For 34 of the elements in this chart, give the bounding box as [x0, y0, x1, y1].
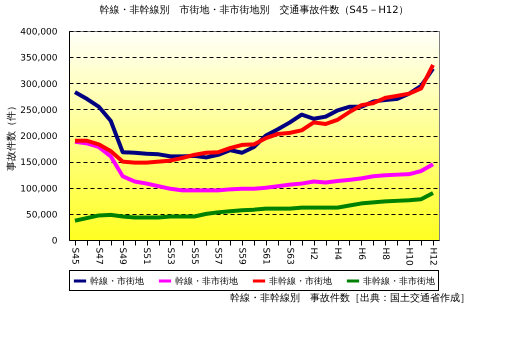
x-tick-label: S61: [260, 248, 270, 265]
x-tick-label: H6: [356, 248, 366, 260]
x-tick-label: S63: [284, 248, 294, 265]
y-tick-label: 400,000: [20, 28, 58, 38]
y-tick-label: 350,000: [20, 54, 58, 64]
line-series: [72, 190, 436, 223]
y-tick-label: 100,000: [20, 184, 58, 194]
x-tick-label: H2: [308, 248, 318, 260]
x-tick-label: S51: [141, 248, 152, 265]
x-tick-label: H8: [380, 248, 390, 260]
y-tick-label: 250,000: [20, 106, 58, 116]
legend-label: 幹線・非市街地: [175, 276, 238, 287]
x-tick-label: S55: [188, 248, 199, 265]
y-axis-title: 事故件数（件）: [5, 101, 18, 171]
x-tick-label: S47: [93, 248, 104, 265]
x-tick-label: S53: [164, 248, 175, 265]
x-tick-label: H4: [332, 248, 342, 260]
y-tick-label: 150,000: [20, 158, 58, 168]
x-tick-label: H12: [428, 248, 438, 266]
legend-label: 非幹線・非市街地: [363, 276, 435, 287]
text: 幹線・非幹線別 事故件数［出典：国土交通省作成］: [229, 292, 470, 305]
x-tick-label: S57: [212, 248, 223, 265]
legend-label: 非幹線・市街地: [269, 276, 332, 287]
x-tick-label: S45: [69, 248, 80, 265]
y-tick-label: 50,000: [26, 210, 58, 220]
line-series: [72, 140, 436, 192]
chart-title: 幹線・非幹線別 市街地・非市街地別 交通事故件数（S45－H12）: [99, 4, 409, 16]
x-tick-label: S59: [236, 248, 247, 265]
y-tick-label: 300,000: [20, 80, 58, 90]
x-tick-label: H10: [404, 248, 414, 266]
y-tick-label: 200,000: [20, 132, 58, 142]
y-tick-label: 0: [52, 236, 58, 246]
x-tick-label: S49: [117, 248, 128, 265]
legend-label: 幹線・市街地: [90, 276, 144, 287]
